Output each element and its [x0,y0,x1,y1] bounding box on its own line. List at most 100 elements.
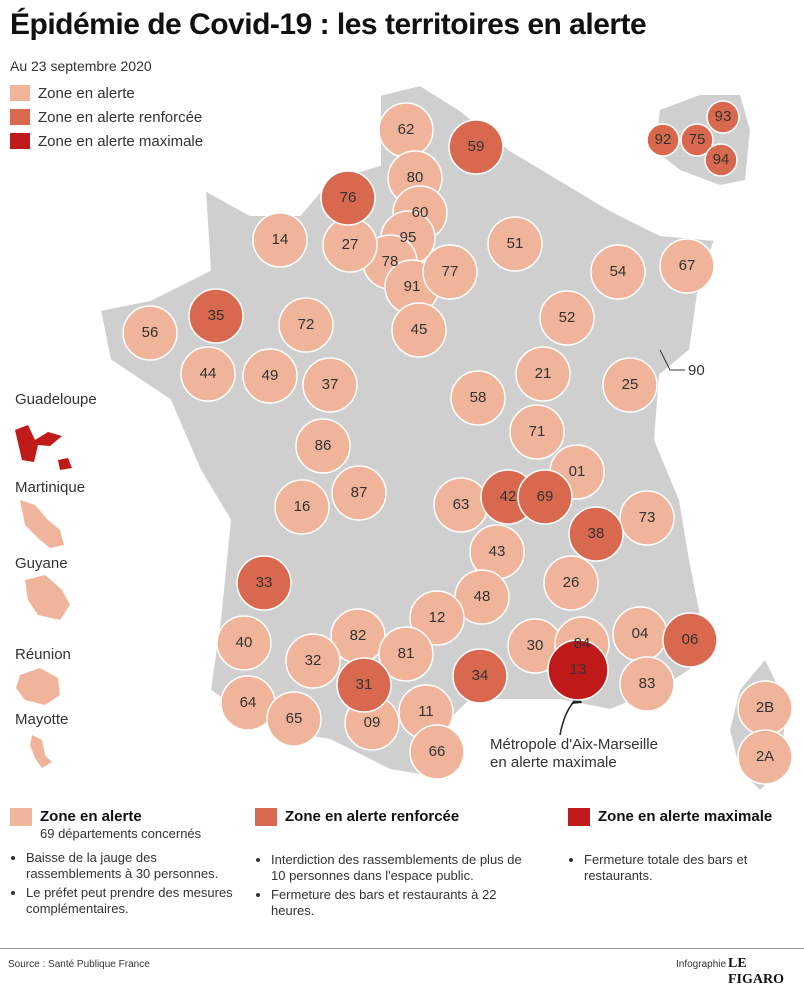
department [236,555,292,611]
department [266,691,322,747]
department [320,170,376,226]
department-code: 80 [407,169,424,186]
department [336,657,392,713]
department-code: 60 [412,204,429,221]
department-code: 26 [563,574,580,591]
department-code: 78 [382,253,399,270]
zone-title: Zone en alerte maximale [568,808,798,826]
department [188,288,244,344]
department-code: 83 [639,675,656,692]
department-code: 95 [400,229,417,246]
zone-bullet: Le préfet peut prendre des mesures compl… [26,885,245,917]
department-code: 58 [470,389,487,406]
department-code: 16 [294,498,311,515]
zone-bullet: Baisse de la jauge des rassemblements à … [26,850,245,882]
department-code: 91 [404,278,421,295]
department [737,729,793,785]
department-code: 06 [682,631,699,648]
footer: Source : Santé Publique France Infograph… [0,948,804,987]
department-code: 25 [622,376,639,393]
department-code: 49 [262,367,279,384]
zone-note: 69 départements concernés [40,826,202,841]
department-code: 01 [569,463,586,480]
overseas-shape [30,735,52,768]
department-code: 13 [570,661,587,678]
department [680,123,714,157]
department-code: 92 [655,131,672,148]
department-code: 33 [256,574,273,591]
department-code: 75 [689,131,706,148]
department-code: 86 [315,437,332,454]
department-code: 45 [411,321,428,338]
department [590,244,646,300]
department [539,290,595,346]
department-code: 73 [639,509,656,526]
department-code: 84 [574,635,591,652]
department-code: 77 [442,263,459,280]
department [646,123,680,157]
zone-swatch [568,808,590,826]
zone-bullet: Fermeture des bars et restaurants à 22 h… [271,887,530,919]
zone-bullet: Fermeture totale des bars et restaurants… [584,852,798,884]
department [242,348,298,404]
annotation: 90 [688,362,705,379]
legend-label: Zone en alerte renforcée [38,109,202,126]
department [278,297,334,353]
overseas-shape [25,575,70,620]
zone-swatch [10,808,32,826]
department [274,479,330,535]
zone-title: Zone en alerte renforcée [255,808,530,826]
department-code: 31 [356,676,373,693]
department-code: 62 [398,121,415,138]
department-code: 93 [715,108,732,125]
department-code: 14 [272,231,289,248]
department-code: 35 [208,307,225,324]
credit-prefix: Infographie [676,959,727,970]
department [602,357,658,413]
legend-swatch [10,109,30,125]
department [391,302,447,358]
department [452,648,508,704]
department-code: 81 [398,645,415,662]
department [568,506,624,562]
department-code: 66 [429,743,446,760]
legend-label: Zone en alerte [38,85,135,102]
zone-swatch [255,808,277,826]
department [409,724,465,780]
department-code: 09 [364,714,381,731]
legend-swatch [10,85,30,101]
date: Au 23 septembre 2020 [10,58,152,74]
department-code: 76 [340,189,357,206]
overseas-shape [20,500,64,548]
department-code: 56 [142,324,159,341]
department-code: 72 [298,316,315,333]
department-code: 52 [559,309,576,326]
title: Épidémie de Covid-19 : les territoires e… [10,8,647,41]
zone-column: Zone en alerte renforcée Interdiction des… [255,808,530,922]
department-code: 38 [588,525,605,542]
department-code: 94 [713,151,730,168]
overseas-name: Martinique [15,479,85,496]
department [422,244,478,300]
department [543,555,599,611]
department-code: 44 [200,365,217,382]
department [547,639,609,701]
department-code: 82 [350,627,367,644]
department [331,465,387,521]
department [509,404,565,460]
department [517,469,573,525]
department [659,238,715,294]
department-code: 51 [507,235,524,252]
department-code: 43 [489,543,506,560]
department-code: 04 [632,625,649,642]
department-code: 63 [453,496,470,513]
zone-column: Zone en alerte maximale Fermeture totale … [568,808,798,887]
department [706,100,740,134]
department [180,346,236,402]
department-code: 2B [756,699,774,716]
department [704,143,738,177]
department [619,656,675,712]
legend-swatch [10,133,30,149]
